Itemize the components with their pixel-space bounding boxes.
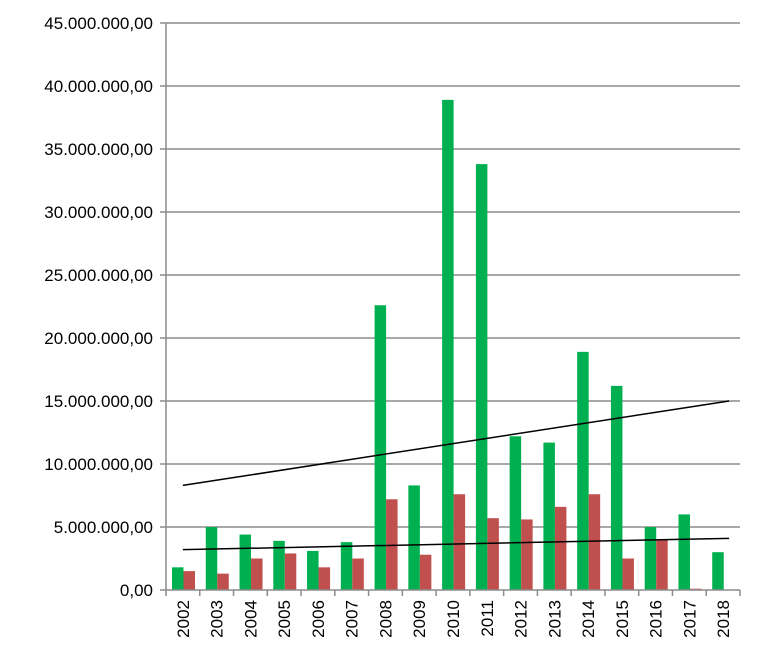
y-tick-label: 40.000.000,00 bbox=[44, 77, 153, 96]
bar-red-2011 bbox=[487, 518, 499, 590]
bar-green-2002 bbox=[172, 567, 184, 590]
bar-red-2015 bbox=[622, 558, 634, 590]
bar-red-2005 bbox=[284, 553, 297, 590]
x-tick-label: 2015 bbox=[613, 600, 632, 638]
bar-green-2015 bbox=[610, 385, 623, 590]
x-tick-label: 2012 bbox=[512, 600, 531, 638]
bar-green-2016 bbox=[644, 527, 657, 590]
y-tick-label: 45.000.000,00 bbox=[44, 14, 153, 33]
y-tick-label: 20.000.000,00 bbox=[44, 329, 153, 348]
x-tick-label: 2005 bbox=[275, 600, 294, 638]
bars bbox=[172, 99, 724, 591]
trendline-green bbox=[182, 400, 730, 487]
x-tick-label: 2010 bbox=[444, 600, 463, 638]
bar-red-2002 bbox=[183, 571, 195, 590]
bar-red-2009 bbox=[419, 554, 432, 590]
bar-red-2004 bbox=[251, 558, 263, 590]
x-tick-label: 2013 bbox=[545, 600, 564, 638]
bar-red-2012 bbox=[521, 519, 533, 590]
x-tick-label: 2002 bbox=[174, 600, 193, 638]
y-tick-label: 35.000.000,00 bbox=[44, 140, 153, 159]
bar-green-2014 bbox=[577, 351, 589, 590]
y-tick-label: 30.000.000,00 bbox=[44, 203, 153, 222]
x-tick-label: 2018 bbox=[714, 600, 733, 638]
axes bbox=[160, 22, 741, 596]
x-tick-label: 2017 bbox=[680, 600, 699, 638]
bar-green-2007 bbox=[340, 542, 353, 590]
x-axis-tick-labels: 2002 2003 2004 2005 2006 2007 2008 2009 2010 2011… bbox=[174, 600, 733, 638]
trendline-red bbox=[182, 537, 730, 551]
bar-red-2006 bbox=[318, 567, 331, 590]
bar-red-2003 bbox=[217, 573, 229, 590]
bar-green-2009 bbox=[408, 485, 420, 590]
bar-green-2012 bbox=[509, 436, 522, 590]
bar-green-2011 bbox=[475, 164, 488, 590]
bar-green-2013 bbox=[543, 442, 555, 590]
bar-red-2013 bbox=[554, 506, 567, 590]
x-tick-label: 2006 bbox=[309, 600, 328, 638]
x-tick-label: 2008 bbox=[376, 600, 395, 638]
x-tick-label: 2009 bbox=[410, 600, 429, 638]
bar-red-2010 bbox=[453, 494, 466, 590]
bar-green-2008 bbox=[374, 305, 387, 590]
bar-red-2016 bbox=[656, 539, 668, 590]
x-tick-label: 2016 bbox=[647, 600, 666, 638]
y-tick-label: 5.000.000,00 bbox=[54, 518, 153, 537]
bar-green-2003 bbox=[205, 527, 218, 590]
bar-green-2017 bbox=[678, 514, 690, 590]
x-tick-label: 2004 bbox=[241, 600, 260, 638]
y-tick-label: 0,00 bbox=[120, 581, 153, 600]
bar-green-2018 bbox=[712, 552, 724, 590]
x-tick-label: 2003 bbox=[208, 600, 227, 638]
bar-green-2010 bbox=[442, 99, 454, 591]
trendlines bbox=[182, 400, 730, 551]
x-tick-label: 2007 bbox=[343, 600, 362, 638]
bar-red-2007 bbox=[352, 558, 364, 590]
x-tick-label: 2014 bbox=[579, 600, 598, 638]
bar-green-2004 bbox=[239, 534, 252, 590]
bar-green-2005 bbox=[273, 540, 285, 590]
y-tick-label: 10.000.000,00 bbox=[44, 455, 153, 474]
x-tick-label: 2011 bbox=[478, 600, 497, 637]
y-tick-label: 25.000.000,00 bbox=[44, 266, 153, 285]
y-tick-label: 15.000.000,00 bbox=[44, 392, 153, 411]
bar-red-2014 bbox=[588, 494, 601, 590]
bar-green-2006 bbox=[307, 550, 319, 590]
y-axis-tick-labels: 0,00 5.000.000,00 10.000.000,00 15.000.000,… bbox=[44, 14, 153, 600]
